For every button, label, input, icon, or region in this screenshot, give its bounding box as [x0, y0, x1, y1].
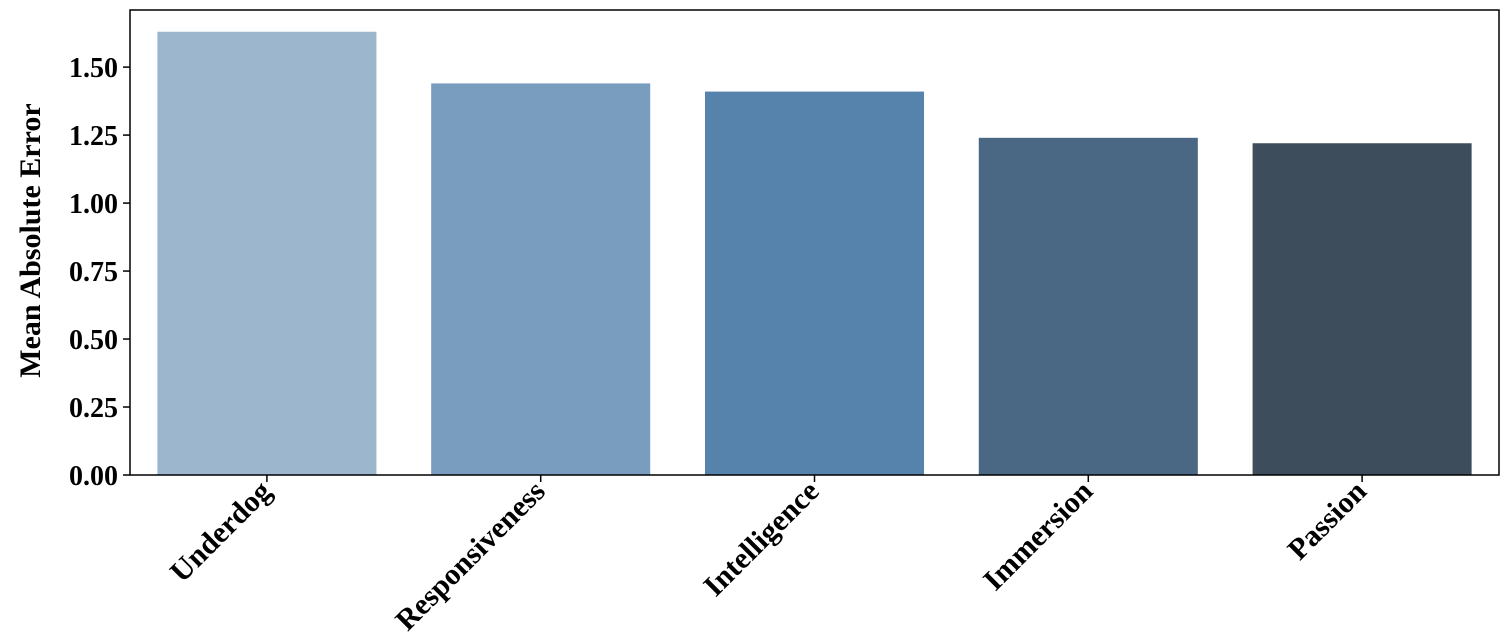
y-tick-label: 0.50 — [69, 325, 118, 356]
bar-immersion — [978, 137, 1198, 476]
y-tick-label: 0.00 — [69, 461, 118, 492]
x-tick-label: Responsiveness — [389, 475, 551, 637]
bars-group — [157, 31, 1472, 476]
y-tick-label: 1.25 — [69, 121, 118, 152]
y-tick-label: 0.25 — [69, 393, 118, 424]
y-tick-label: 1.50 — [69, 53, 118, 84]
bar-intelligence — [704, 91, 925, 475]
x-tick-label: Passion — [1281, 474, 1373, 566]
plot-frame — [129, 9, 1500, 476]
y-tick-label: 0.75 — [69, 257, 118, 288]
x-axis: Underdog Responsiveness Intelligence Immers… — [164, 474, 1374, 637]
y-axis: 0.00 0.25 0.50 0.75 1.00 1.25 1.50 — [69, 53, 130, 492]
bar-responsiveness — [431, 83, 651, 475]
x-tick-label: Underdog — [164, 475, 278, 589]
y-axis-label: Mean Absolute Error — [14, 103, 47, 377]
y-tick-label: 1.00 — [69, 189, 118, 220]
bar-passion — [1252, 143, 1472, 476]
bar-underdog — [157, 31, 377, 475]
x-tick-label: Intelligence — [697, 475, 825, 603]
x-tick-label: Immersion — [977, 474, 1100, 597]
